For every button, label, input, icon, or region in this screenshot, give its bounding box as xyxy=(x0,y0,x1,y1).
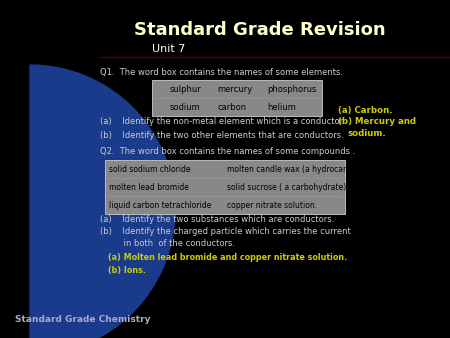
Text: molten candle wax (a hydrocarbon): molten candle wax (a hydrocarbon) xyxy=(227,165,364,173)
Text: Standard Grade Chemistry: Standard Grade Chemistry xyxy=(15,315,150,324)
Text: Unit 7: Unit 7 xyxy=(152,44,185,54)
Text: (b)    Identify the two other elements that are conductors.: (b) Identify the two other elements that… xyxy=(100,130,344,140)
Text: molten lead bromide: molten lead bromide xyxy=(109,183,189,192)
Text: sulphur: sulphur xyxy=(170,86,202,95)
Text: phosphorus: phosphorus xyxy=(267,86,316,95)
Text: (b) Ions.: (b) Ions. xyxy=(108,266,146,274)
Text: copper nitrate solution.: copper nitrate solution. xyxy=(227,200,317,210)
Text: (a)    Identify the two substances which are conductors.: (a) Identify the two substances which ar… xyxy=(100,216,334,224)
Text: helium: helium xyxy=(267,103,296,113)
Text: solid sucrose ( a carbohydrate): solid sucrose ( a carbohydrate) xyxy=(227,183,346,192)
Wedge shape xyxy=(30,65,175,338)
Text: in both  of the conductors.: in both of the conductors. xyxy=(100,240,235,248)
Text: Q1.  The word box contains the names of some elements.: Q1. The word box contains the names of s… xyxy=(100,68,343,76)
Text: Standard Grade Revision: Standard Grade Revision xyxy=(134,21,386,39)
Text: mercury: mercury xyxy=(217,86,252,95)
Text: (a) Molten lead bromide and copper nitrate solution.: (a) Molten lead bromide and copper nitra… xyxy=(108,254,347,263)
Text: Q2.  The word box contains the names of some compounds .: Q2. The word box contains the names of s… xyxy=(100,147,355,156)
Text: liquid carbon tetrachloride: liquid carbon tetrachloride xyxy=(109,200,212,210)
FancyBboxPatch shape xyxy=(152,80,322,116)
Text: solid sodium chloride: solid sodium chloride xyxy=(109,165,191,173)
FancyBboxPatch shape xyxy=(105,160,345,214)
Text: (a)    Identify the non-metal element which is a conductor.: (a) Identify the non-metal element which… xyxy=(100,118,345,126)
Text: (a) Carbon.: (a) Carbon. xyxy=(338,105,392,115)
Text: sodium.: sodium. xyxy=(348,129,387,139)
Text: carbon: carbon xyxy=(217,103,246,113)
Text: (b) Mercury and: (b) Mercury and xyxy=(338,118,416,126)
Text: (b)    Identify the charged particle which carries the current: (b) Identify the charged particle which … xyxy=(100,227,351,237)
Text: sodium: sodium xyxy=(170,103,201,113)
